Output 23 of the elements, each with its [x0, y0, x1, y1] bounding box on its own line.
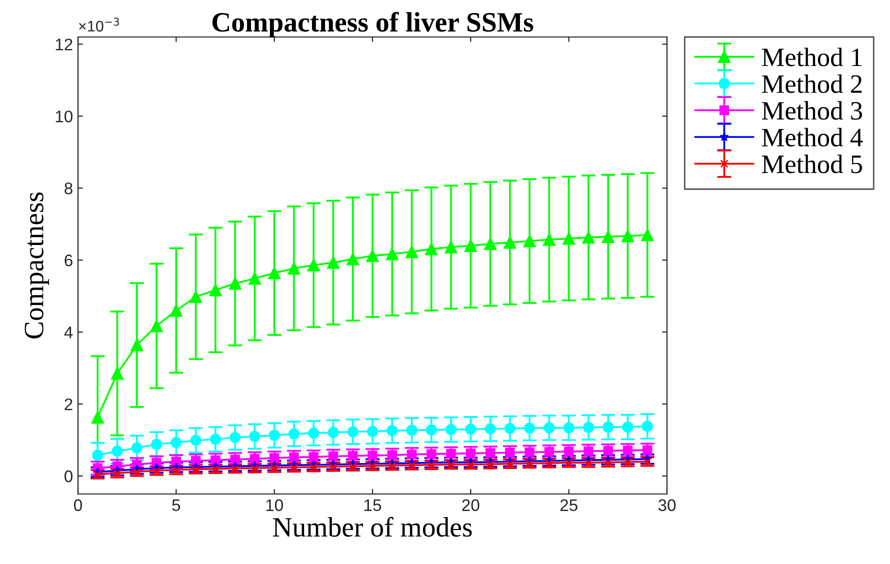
y-tick-label: 4 — [64, 326, 73, 338]
y-tick-label: 10 — [56, 110, 72, 122]
x-tick-label: 10 — [266, 499, 283, 512]
x-tick-label: 20 — [462, 499, 480, 512]
text: ×10$^{−3}$ — [79, 18, 119, 32]
legend-label: Method 4 — [762, 128, 863, 146]
x-tick-label: 0 — [74, 499, 82, 512]
legend-label: Method 2 — [762, 74, 862, 94]
y-axis-title: Compactness — [24, 192, 50, 338]
x-tick-label: 5 — [172, 499, 180, 512]
y-tick-label: 0 — [64, 470, 72, 482]
x-axis-title: Number of modes — [273, 516, 472, 537]
x-tick-label: 15 — [364, 499, 382, 512]
y-tick-label: 6 — [64, 254, 72, 266]
legend-label: Method 3 — [762, 101, 862, 120]
x-tick-label: 30 — [658, 499, 676, 512]
chart-title: Compactness of liver SSMs — [212, 12, 534, 38]
legend-label: Method 5 — [762, 154, 862, 174]
x-tick-label: 25 — [560, 499, 578, 512]
y-tick-label: 8 — [64, 182, 72, 194]
y-tick-label: 12 — [56, 38, 72, 50]
legend-label: Method 1 — [762, 48, 862, 66]
y-tick-label: 2 — [64, 398, 72, 410]
